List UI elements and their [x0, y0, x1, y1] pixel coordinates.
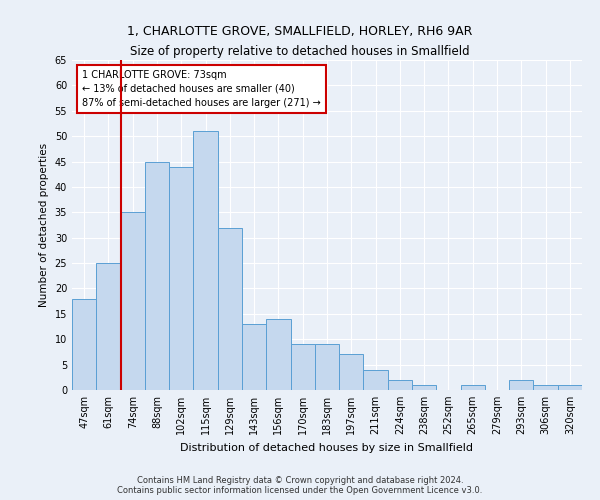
Bar — [72, 298, 96, 390]
Text: 1, CHARLOTTE GROVE, SMALLFIELD, HORLEY, RH6 9AR: 1, CHARLOTTE GROVE, SMALLFIELD, HORLEY, … — [127, 25, 473, 38]
Bar — [364, 370, 388, 390]
Bar — [461, 385, 485, 390]
Bar — [218, 228, 242, 390]
Bar — [193, 131, 218, 390]
Bar — [533, 385, 558, 390]
Y-axis label: Number of detached properties: Number of detached properties — [39, 143, 49, 307]
Bar — [121, 212, 145, 390]
Text: 1 CHARLOTTE GROVE: 73sqm
← 13% of detached houses are smaller (40)
87% of semi-d: 1 CHARLOTTE GROVE: 73sqm ← 13% of detach… — [82, 70, 321, 108]
Bar — [242, 324, 266, 390]
Bar — [266, 319, 290, 390]
Text: Contains HM Land Registry data © Crown copyright and database right 2024.
Contai: Contains HM Land Registry data © Crown c… — [118, 476, 482, 495]
Bar — [290, 344, 315, 390]
Bar — [558, 385, 582, 390]
Bar — [169, 166, 193, 390]
Text: Size of property relative to detached houses in Smallfield: Size of property relative to detached ho… — [130, 45, 470, 58]
Bar — [315, 344, 339, 390]
Bar — [412, 385, 436, 390]
Bar — [96, 263, 121, 390]
Bar — [339, 354, 364, 390]
Bar — [509, 380, 533, 390]
Bar — [145, 162, 169, 390]
Bar — [388, 380, 412, 390]
X-axis label: Distribution of detached houses by size in Smallfield: Distribution of detached houses by size … — [181, 442, 473, 452]
